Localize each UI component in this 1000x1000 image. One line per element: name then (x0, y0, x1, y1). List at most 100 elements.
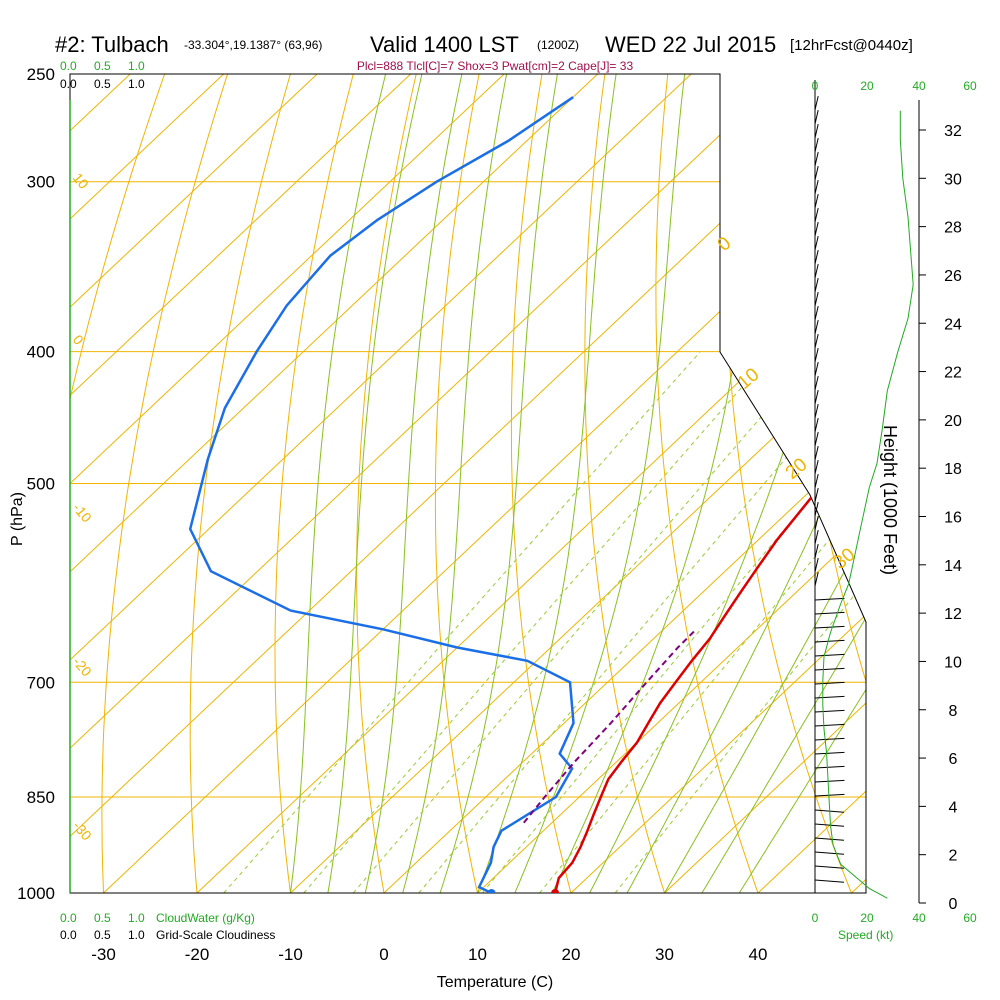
x-tick-label-1: -20 (185, 945, 210, 964)
height-tick-label-2: 4 (949, 799, 958, 816)
wind-speed-line (822, 110, 914, 899)
dry-adiabat (584, 74, 675, 893)
moist-adiabat (551, 74, 769, 893)
wind-barb (814, 501, 819, 517)
wind-barb (814, 837, 845, 841)
cloudiness-tick-1-top: 0.5 (94, 77, 111, 91)
wind-barb (814, 611, 845, 615)
wind-barb (814, 865, 845, 869)
wind-barb (814, 515, 819, 531)
isotherm-line (70, 74, 411, 893)
speed-tick-0-top: 0 (812, 79, 819, 93)
wind-barb (814, 709, 845, 713)
cloudiness-label: Grid-Scale Cloudiness (156, 928, 275, 942)
cloudwater-tick-2-top: 1.0 (128, 59, 145, 73)
mixing-ratio-line (614, 351, 866, 893)
dry-adiabat (274, 74, 361, 893)
moist-adiabat (290, 74, 393, 893)
height-tick-label-0: 0 (949, 896, 958, 913)
zulu-time: (1200Z) (537, 38, 579, 52)
x-tick-label-5: 20 (562, 945, 581, 964)
height-tick-label-9: 18 (944, 461, 962, 478)
wind-barb (814, 487, 819, 503)
forecast-date: WED 22 Jul 2015 (605, 32, 776, 57)
mixing-ratio-line (481, 351, 866, 893)
wind-barb (814, 667, 845, 671)
dry-adiabat (981, 50, 1000, 922)
wind-barb (814, 249, 819, 265)
dry-adiabat-label-3: -20 (70, 654, 95, 680)
isotherm-line (70, 74, 785, 893)
cloudwater-tick-0-bottom: 0.0 (60, 911, 77, 925)
moist-adiabat (439, 74, 563, 893)
wind-barb (814, 543, 819, 559)
grid-lines: 1 2 3 5 8 12 20 (70, 50, 1000, 922)
mixing-ratio-label-2: 3 (354, 901, 372, 917)
dry-adiabat (356, 74, 423, 893)
dry-adiabat (189, 74, 298, 893)
wind-barb (814, 221, 819, 237)
wind-barb (814, 779, 845, 783)
moist-adiabat (402, 74, 512, 893)
wind-barbs (814, 80, 845, 893)
height-tick-label-1: 2 (949, 848, 958, 865)
cloudiness-tick-0-bottom: 0.0 (60, 928, 77, 942)
wind-barb (814, 793, 845, 797)
wind-barb (814, 597, 845, 601)
dry-adiabat (724, 74, 864, 893)
stability-indices: Plcl=888 Tlcl[C]=7 Shox=3 Pwat[cm]=2 Cap… (357, 59, 634, 73)
isotherm-line (851, 74, 866, 893)
wind-barb (814, 695, 845, 699)
isotherm-line (70, 74, 224, 893)
cloudwater-tick-0-top: 0.0 (60, 59, 77, 73)
wind-barb (814, 765, 845, 769)
height-tick-label-8: 16 (944, 510, 962, 527)
dewpoint-line (188, 96, 575, 893)
height-tick-label-16: 32 (944, 123, 962, 140)
height-tick-label-14: 28 (944, 220, 962, 237)
y-tick-label-2: 400 (27, 343, 55, 362)
speed-tick-2-top: 40 (912, 79, 926, 93)
wind-barb (814, 137, 819, 153)
dry-adiabat (434, 74, 485, 893)
x-tick-label-6: 30 (655, 945, 674, 964)
height-tick-label-13: 26 (944, 268, 962, 285)
dry-adiabat-label-0: 10 (70, 170, 92, 192)
wind-barb (814, 361, 819, 377)
moist-adiabat (364, 74, 468, 893)
y-axis-title: P (hPa) (9, 492, 26, 546)
wind-barb (814, 445, 819, 461)
isotherm-label-1: 10 (734, 364, 764, 394)
wind-barb (814, 431, 819, 447)
temperature-line (553, 96, 866, 893)
speed-tick-1-top: 20 (860, 79, 874, 93)
dry-adiabat (791, 74, 866, 893)
moist-adiabat (514, 74, 689, 893)
moist-adiabat (477, 74, 621, 893)
wind-barb (814, 851, 845, 855)
mixing-ratio-line (223, 351, 701, 893)
y-tick-label-5: 850 (27, 788, 55, 807)
wind-barb (814, 529, 819, 545)
height-axis-title: Height (1000 Feet) (880, 425, 900, 575)
y-tick-label-0: 250 (27, 65, 55, 84)
x-tick-label-4: 10 (468, 945, 487, 964)
y-tick-label-6: 1000 (17, 884, 55, 903)
mixing-ratio-line (539, 351, 866, 893)
wind-barb (814, 277, 819, 293)
cloudiness-tick-1-bottom: 0.5 (94, 928, 111, 942)
wind-barb (814, 333, 819, 349)
sounding-lines (188, 96, 866, 893)
wind-barb (814, 109, 819, 125)
wind-barb (814, 459, 819, 475)
wind-barb (814, 235, 819, 251)
isotherm-line (290, 74, 866, 893)
station-coords: -33.304°,19.1387° (63,96) (184, 38, 322, 52)
x-tick-label-0: -30 (91, 945, 116, 964)
dry-adiabat (101, 74, 236, 893)
speed-tick-3-top: 60 (963, 79, 977, 93)
height-tick-label-15: 30 (944, 171, 962, 188)
wind-barb (814, 625, 845, 629)
y-tick-label-1: 300 (27, 173, 55, 192)
